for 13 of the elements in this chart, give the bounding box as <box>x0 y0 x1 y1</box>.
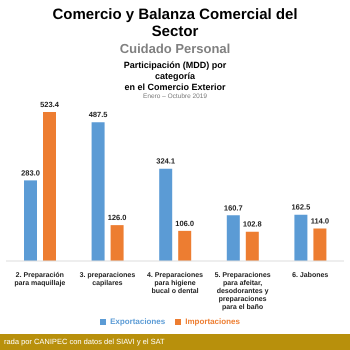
bar <box>43 112 56 261</box>
legend-label: Importaciones <box>185 317 240 326</box>
bar <box>246 232 259 261</box>
bar <box>159 168 172 261</box>
bar <box>313 228 326 261</box>
bar <box>178 230 192 261</box>
chart-title: Comercio y Balanza Comercial del Sector <box>51 6 299 40</box>
bar <box>226 215 240 261</box>
bar <box>294 214 308 261</box>
bar <box>110 225 124 261</box>
legend-label: Exportaciones <box>110 317 166 326</box>
bar <box>24 180 37 261</box>
bar <box>92 122 105 261</box>
